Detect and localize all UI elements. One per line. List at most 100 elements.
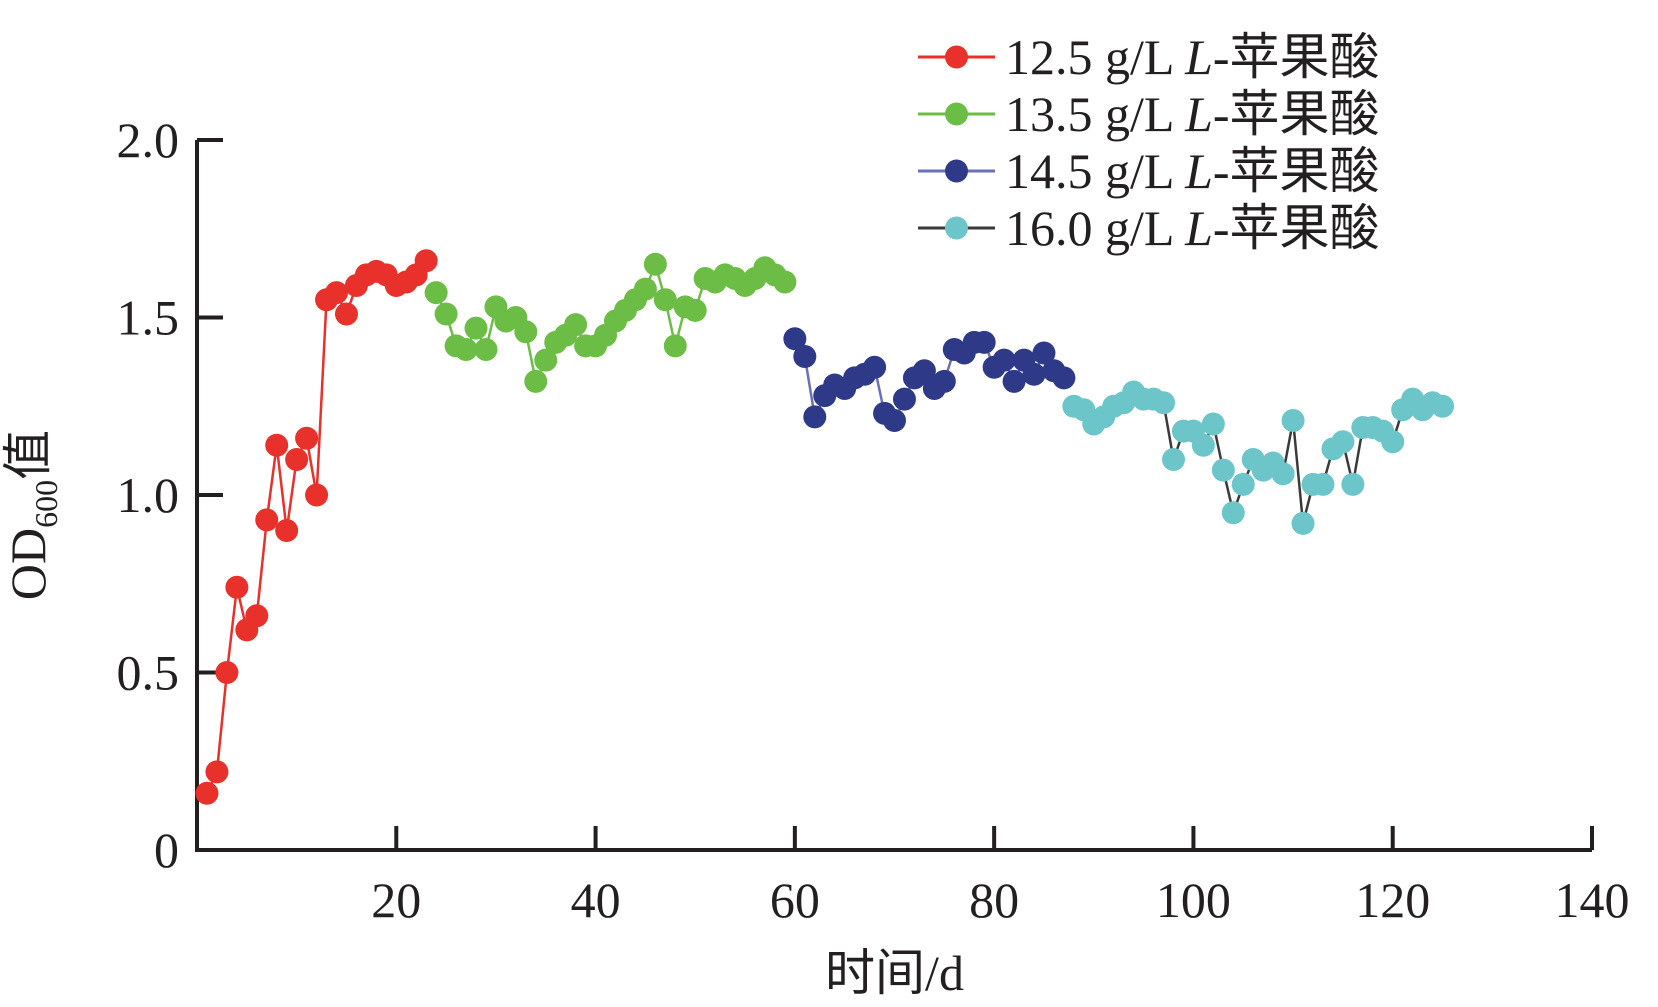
data-point <box>205 760 229 784</box>
y-axis-title-subscript: 600 <box>28 480 64 528</box>
data-point <box>564 313 588 337</box>
data-point <box>334 302 358 326</box>
data-point <box>245 604 269 628</box>
legend-label: 16.0 g/L L-苹果酸 <box>1005 200 1380 256</box>
x-tick-label: 140 <box>1555 872 1630 928</box>
data-point <box>1331 430 1355 454</box>
data-point <box>1052 366 1076 390</box>
legend-marker <box>945 45 968 69</box>
series-line <box>205 259 428 794</box>
legend-label-suffix: -苹果酸 <box>1213 86 1380 142</box>
data-point <box>1381 430 1405 454</box>
data-point <box>1032 341 1056 365</box>
data-point <box>424 281 448 305</box>
series-1 <box>195 249 438 805</box>
y-ticks: 0 0.5 1.0 1.5 2.0 <box>117 112 223 878</box>
x-tick-label: 20 <box>371 872 421 928</box>
y-axis-title-suffix: 值 <box>0 430 56 480</box>
legend-marker <box>945 216 968 240</box>
legend-label: 12.5 g/L L-苹果酸 <box>1005 29 1380 85</box>
data-point <box>1152 391 1176 415</box>
legend-label-italic: L <box>1184 86 1213 142</box>
data-point <box>1431 394 1455 418</box>
x-tick-label: 120 <box>1355 872 1430 928</box>
data-point <box>474 337 498 361</box>
x-tick-label: 60 <box>770 872 820 928</box>
data-point <box>783 327 807 351</box>
y-tick-label: 2.0 <box>117 112 180 168</box>
plot-series <box>195 249 1455 805</box>
y-tick-label: 0.5 <box>117 645 180 701</box>
legend-marker <box>945 102 968 126</box>
data-point <box>534 348 558 372</box>
data-point <box>1211 458 1235 482</box>
legend-marker <box>945 159 968 183</box>
data-point <box>215 661 239 684</box>
series-4 <box>1062 380 1455 535</box>
legend-label-suffix: -苹果酸 <box>1213 143 1380 199</box>
y-tick-label: 1.5 <box>117 290 180 346</box>
legend-label-prefix: 16.0 g/L <box>1005 200 1185 256</box>
y-tick-label: 1.0 <box>117 467 180 523</box>
data-point <box>633 277 657 301</box>
data-point <box>225 575 249 599</box>
data-point <box>803 405 827 429</box>
data-point <box>1291 511 1315 535</box>
data-point <box>1231 472 1255 496</box>
data-point <box>285 448 309 471</box>
legend-label-italic: L <box>1184 143 1213 199</box>
data-point <box>464 316 488 340</box>
axes: 20 40 60 80 100 120 140 0 0.5 1.0 1.5 2.0 <box>117 112 1630 928</box>
y-tick-label: 0 <box>154 822 179 878</box>
data-point <box>1281 408 1305 432</box>
data-point <box>255 508 279 532</box>
data-point <box>1311 472 1335 496</box>
data-point <box>972 330 996 354</box>
data-point <box>195 781 219 805</box>
data-point <box>275 519 299 542</box>
data-point <box>414 249 438 273</box>
legend-label-suffix: -苹果酸 <box>1213 29 1380 85</box>
data-point <box>454 337 478 361</box>
legend-item: 14.5 g/L L-苹果酸 <box>918 143 1380 199</box>
legend-label-prefix: 13.5 g/L <box>1005 86 1185 142</box>
legend-label: 14.5 g/L L-苹果酸 <box>1005 143 1380 199</box>
data-point <box>863 355 887 379</box>
x-ticks: 20 40 60 80 100 120 140 <box>371 826 1630 928</box>
legend-label: 13.5 g/L L-苹果酸 <box>1005 86 1380 142</box>
data-point <box>1201 412 1225 436</box>
data-point <box>524 369 548 393</box>
data-point <box>912 359 936 383</box>
legend-label-italic: L <box>1184 29 1213 85</box>
data-point <box>653 288 677 312</box>
data-point <box>265 433 289 457</box>
legend-item: 12.5 g/L L-苹果酸 <box>918 29 1380 85</box>
data-point <box>1022 362 1046 386</box>
data-point <box>514 320 538 344</box>
data-point <box>305 483 329 507</box>
data-point <box>932 369 956 393</box>
data-point <box>434 302 458 326</box>
data-point <box>992 348 1016 372</box>
y-axis-title: OD600值 <box>0 430 64 600</box>
series-2 <box>424 252 797 393</box>
data-point <box>1341 472 1365 496</box>
data-point <box>1162 448 1185 471</box>
data-point <box>295 426 319 450</box>
data-point <box>892 387 916 411</box>
x-tick-label: 80 <box>969 872 1019 928</box>
data-point <box>1191 433 1215 457</box>
data-point <box>643 252 667 276</box>
legend-label-suffix: -苹果酸 <box>1213 200 1380 256</box>
data-point <box>1221 501 1245 525</box>
data-point <box>773 270 797 294</box>
legend-label-prefix: 12.5 g/L <box>1005 29 1185 85</box>
data-point <box>1002 369 1026 393</box>
series-3 <box>783 327 1076 432</box>
data-point <box>793 345 817 369</box>
data-point <box>325 281 348 305</box>
legend-label-italic: L <box>1184 200 1213 256</box>
x-axis-title: 时间/d <box>825 945 964 1001</box>
